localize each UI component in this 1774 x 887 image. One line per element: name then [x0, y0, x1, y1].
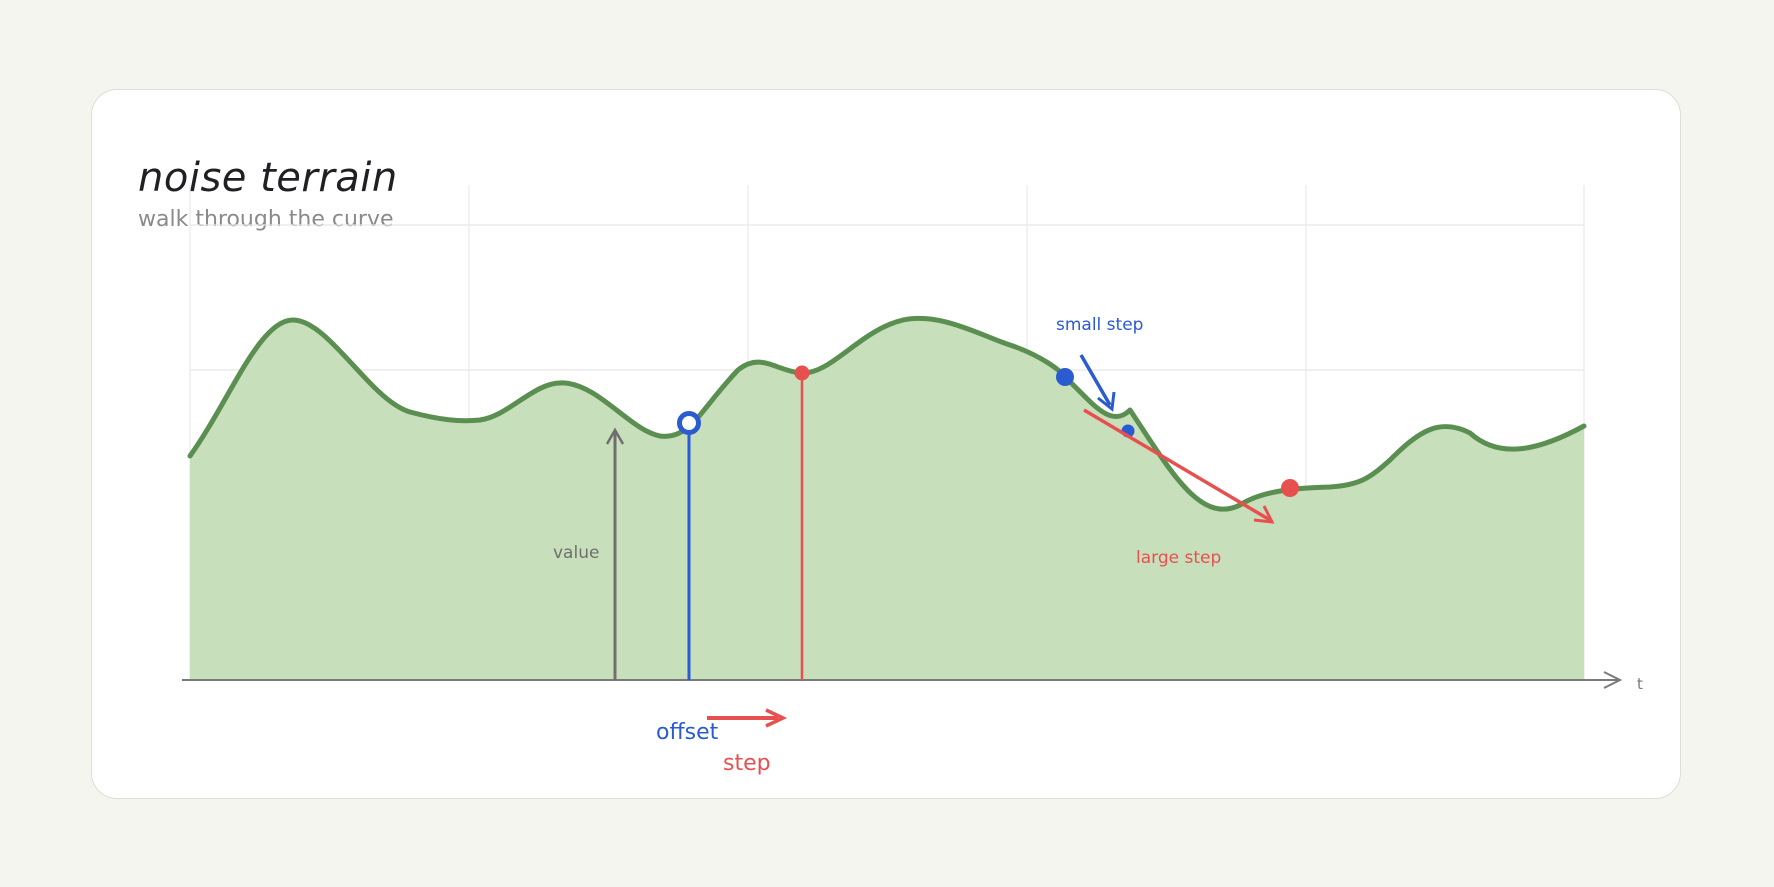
step-label: step: [723, 751, 771, 776]
page-title: noise terrain: [138, 155, 398, 201]
large-step-label: large step: [1136, 548, 1221, 568]
step-point: [794, 365, 810, 381]
small-step-arrowhead: [1097, 391, 1116, 412]
large-step-arrowhead: [1253, 505, 1275, 524]
page-subtitle: walk through the curve: [138, 207, 394, 232]
large-step-arrow: [1083, 408, 1271, 522]
offset-point: [677, 411, 701, 435]
offset-label: offset: [656, 720, 719, 745]
terrain-area: [190, 318, 1584, 680]
small-step-arrow: [1079, 354, 1112, 406]
small-step-label: small step: [1056, 315, 1143, 335]
large-step-end-point: [1281, 479, 1299, 497]
t-axis-arrowhead: [1603, 671, 1623, 689]
terrain-curve: [187, 315, 1587, 512]
step-arrowhead: [765, 708, 788, 728]
small-step-start-point: [1056, 368, 1074, 386]
value-label: value: [553, 543, 599, 563]
t-axis-label: t: [1637, 675, 1643, 693]
value-arrowhead: [605, 427, 625, 445]
